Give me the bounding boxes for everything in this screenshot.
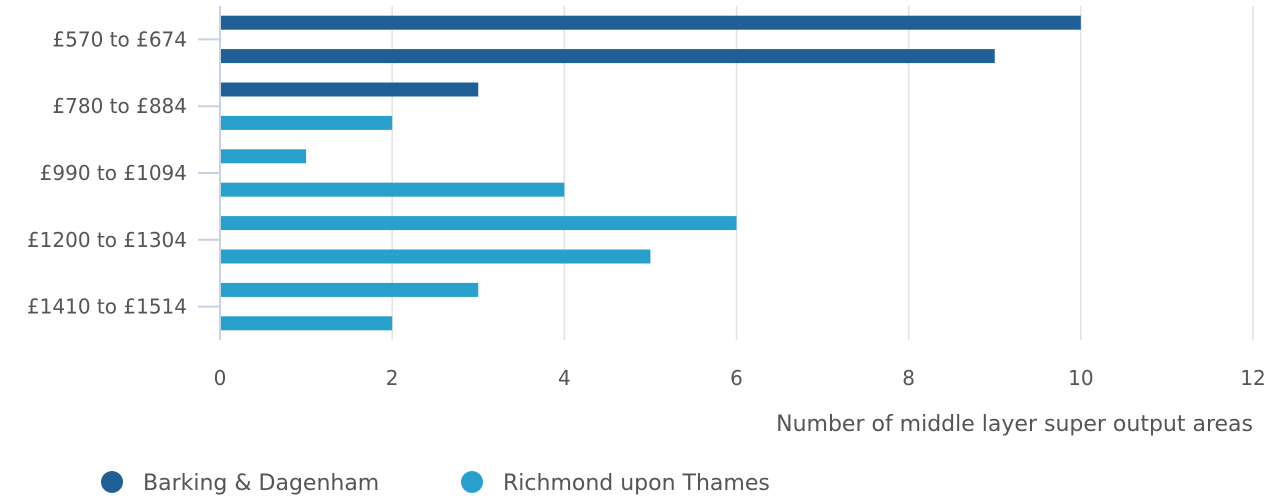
legend: Barking & Dagenham Richmond upon Thames	[101, 471, 770, 496]
legend-marker-2	[461, 471, 483, 493]
bar-8	[220, 249, 651, 264]
bar-7	[220, 216, 737, 231]
bar-10	[220, 316, 393, 331]
x-tick-label-10: 10	[1068, 366, 1093, 390]
y-tick-label-4: £1200 to £1304	[27, 228, 187, 252]
y-tick-label-1: £570 to £674	[52, 27, 187, 51]
legend-label-1: Barking & Dagenham	[143, 471, 379, 496]
x-tick-label-8: 8	[902, 366, 915, 390]
bar-6	[220, 182, 565, 197]
bar-1	[220, 15, 1081, 30]
x-axis-title: Number of middle layer super output area…	[776, 412, 1253, 437]
x-tick-label-2: 2	[386, 366, 399, 390]
bar-2	[220, 49, 995, 64]
legend-marker-1	[101, 471, 123, 493]
legend-label-2: Richmond upon Thames	[503, 471, 770, 496]
bar-4	[220, 115, 393, 130]
bar-9	[220, 282, 479, 297]
bars	[220, 15, 1081, 331]
x-tick-label-0: 0	[214, 366, 227, 390]
y-tick-label-5: £1410 to £1514	[27, 295, 187, 319]
y-axis: £570 to £674 £780 to £884 £990 to £1094 £12…	[27, 6, 221, 340]
bar-5	[220, 149, 307, 164]
x-axis: 0 2 4 6 8 10 12	[214, 366, 1266, 390]
x-tick-label-12: 12	[1240, 366, 1265, 390]
x-tick-label-4: 4	[558, 366, 571, 390]
bar-3	[220, 82, 479, 97]
y-tick-label-3: £990 to £1094	[40, 161, 187, 185]
x-tick-label-6: 6	[730, 366, 743, 390]
y-tick-label-2: £780 to £884	[52, 94, 187, 118]
